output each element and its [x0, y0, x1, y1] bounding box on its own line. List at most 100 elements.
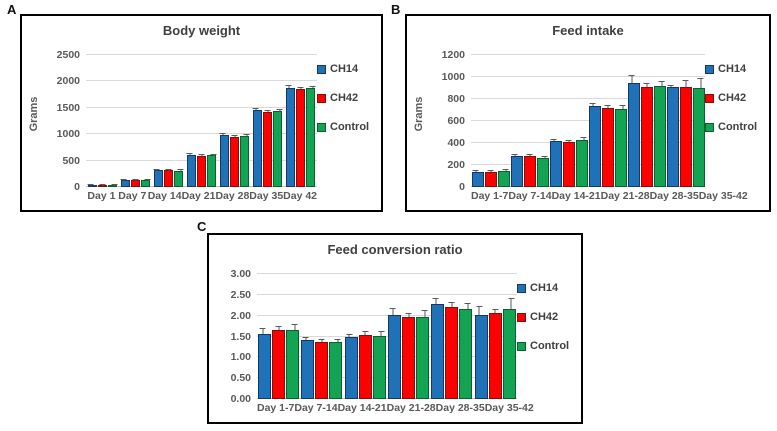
error-bar [362, 330, 369, 336]
y-tick-label: 1.00 [230, 351, 251, 364]
bar-ch42 [315, 341, 329, 399]
bar-control [497, 171, 510, 187]
bar-ch42 [230, 136, 239, 187]
error-bar [472, 170, 479, 173]
error-bar [276, 108, 283, 111]
error-bar [487, 170, 494, 172]
error-bar [334, 339, 341, 342]
x-tick-label: Day 21-28 [600, 190, 650, 202]
gridline [257, 356, 517, 358]
gridline [257, 335, 517, 337]
bar-control [459, 308, 473, 399]
bar-group [627, 55, 666, 187]
plot-column: 0 500 1000 1500 2000 2500 Day 1 Day 7 Day 14 Day … [42, 47, 317, 206]
legend: CH14 CH42 Control [517, 266, 577, 418]
gridline [471, 120, 705, 121]
y-tick-label: 2.50 [230, 288, 251, 301]
error-bar [285, 85, 292, 89]
bar-control [416, 316, 430, 399]
legend-label: CH14 [530, 282, 559, 294]
bar-ch42 [601, 107, 614, 187]
gridline [257, 398, 517, 399]
gridline [86, 54, 317, 55]
bar-ch42 [484, 171, 497, 187]
bar-ch14 [253, 110, 262, 187]
legend-swatch-icon [517, 283, 526, 293]
x-tick-label: Day 28-35 [649, 190, 699, 202]
bar-group [300, 274, 343, 399]
plot-area: 0.00 0.50 1.00 1.50 2.00 2.50 3.00 [231, 268, 517, 405]
gridline [257, 273, 517, 274]
legend-label: CH42 [718, 92, 747, 104]
bar-group [284, 55, 317, 187]
legend-swatch-icon [705, 122, 714, 132]
chart-area: 0.00 0.50 1.00 1.50 2.00 2.50 3.00 Day 1-7 Day 7… [209, 264, 581, 422]
y-tick-label: 600 [447, 115, 465, 127]
error-bar [464, 302, 471, 309]
bar-control [536, 158, 549, 187]
y-tick-label: 1200 [441, 49, 465, 61]
x-tick-label: Day 7-14 [294, 402, 338, 414]
y-tick-label: 2500 [56, 49, 80, 61]
bar-ch42 [131, 180, 140, 187]
bar-ch14 [187, 154, 196, 187]
bar-ch14 [286, 88, 295, 187]
error-bar [186, 153, 193, 155]
legend-item-ch14: CH14 [517, 282, 558, 294]
bar-ch42 [402, 316, 416, 399]
bar-control [286, 330, 300, 399]
plot-column: 0.00 0.50 1.00 1.50 2.00 2.50 3.00 Day 1-7 Day 7… [213, 266, 534, 418]
panel-label-a: A [7, 2, 17, 17]
x-axis-labels: Day 1 Day 7 Day 14 Day 21 Day 28 Day 35 Day 42 [86, 189, 317, 206]
bar-ch42 [562, 142, 575, 187]
error-bar [259, 328, 266, 335]
error-bar [502, 169, 509, 172]
bar-control [273, 110, 282, 187]
legend-item-control: Control [317, 121, 369, 133]
bar-ch14 [666, 87, 679, 187]
x-tick-label: Day 21 [181, 190, 216, 202]
bar-ch14 [627, 82, 640, 187]
y-tick-label: 1500 [56, 101, 80, 114]
error-bar [405, 312, 412, 317]
feed-conversion-ratio-chart: Feed conversion ratio 0.00 0.50 1.00 1.50 2.… [207, 233, 583, 424]
bar-control [692, 88, 705, 187]
error-bar [526, 154, 533, 157]
error-bar [432, 297, 439, 304]
bar-group [257, 274, 300, 399]
y-tick-label: 1000 [441, 71, 465, 83]
body-weight-chart: Body weight Grams 0 500 1000 1500 2000 2500 Day… [20, 14, 383, 212]
bar-ch14 [474, 315, 488, 399]
y-tick-label: 3.00 [230, 268, 251, 280]
gridline [471, 76, 705, 77]
error-bar [565, 139, 572, 143]
error-bar [476, 305, 483, 316]
legend-item-ch42: CH42 [705, 92, 746, 104]
bar-ch14 [344, 337, 358, 399]
bar-group [510, 55, 549, 187]
error-bar [219, 133, 226, 136]
bar-control [575, 140, 588, 187]
bar-ch42 [98, 185, 107, 187]
bar-ch42 [272, 330, 286, 399]
legend-item-ch42: CH42 [317, 92, 358, 104]
legend-label: CH14 [330, 63, 359, 75]
chart-title: Feed conversion ratio [327, 242, 463, 257]
error-bar [389, 307, 396, 315]
error-bar [580, 137, 587, 141]
x-tick-label: Day 21-28 [386, 402, 436, 414]
bar-ch42 [488, 313, 502, 399]
bar-control [141, 180, 150, 187]
bar-ch42 [197, 155, 206, 187]
chart-area: Grams 0 200 400 600 800 1000 1200 Day 1-7 Day 7-1… [407, 45, 769, 210]
error-bar [448, 302, 455, 307]
legend-label: Control [530, 340, 570, 352]
chart-area: Grams 0 500 1000 1500 2000 2500 Day 1 Day 7 Day 1… [22, 45, 381, 210]
legend-swatch-icon [517, 312, 526, 322]
bar-ch14 [471, 172, 484, 187]
gridline [86, 106, 317, 108]
bar-ch14 [88, 184, 97, 187]
chart-title: Feed intake [552, 23, 624, 38]
chart-row: Grams 0 200 400 600 800 1000 1200 Day 1-7 Day 7-1… [411, 47, 765, 206]
